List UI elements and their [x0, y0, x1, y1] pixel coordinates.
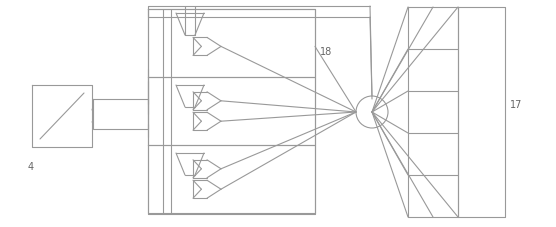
Text: 18: 18: [320, 47, 332, 57]
Circle shape: [356, 96, 388, 128]
Text: 17: 17: [510, 100, 523, 109]
Text: 4: 4: [28, 161, 34, 171]
